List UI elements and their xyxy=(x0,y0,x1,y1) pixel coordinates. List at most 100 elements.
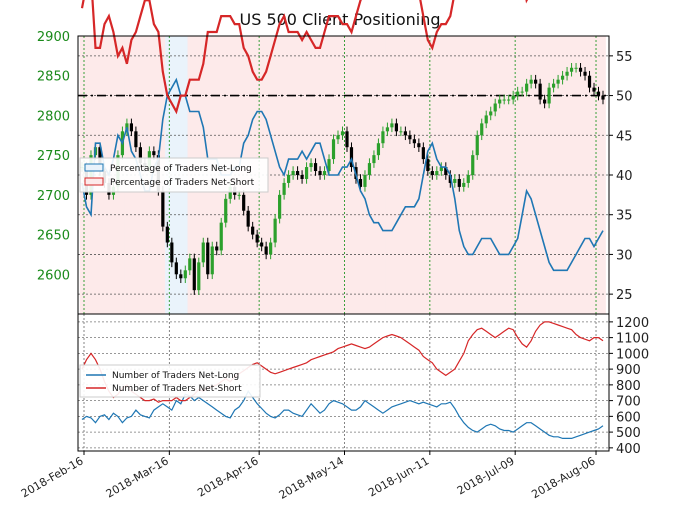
candle-114 xyxy=(592,82,596,97)
candle-body-26 xyxy=(197,262,201,291)
candle-12 xyxy=(134,126,138,152)
candle-body-103 xyxy=(543,99,547,104)
candle-43 xyxy=(273,213,277,248)
candle-body-36 xyxy=(242,194,246,211)
candle-46 xyxy=(287,170,291,188)
candle-11 xyxy=(129,118,134,137)
candle-body-101 xyxy=(534,79,538,84)
candle-body-94 xyxy=(502,99,506,101)
candle-body-43 xyxy=(273,218,277,243)
candle-body-113 xyxy=(587,75,592,88)
legend-swatch-net-short xyxy=(84,177,104,186)
right-tick-lower-0: 400 xyxy=(616,442,641,457)
candle-body-115 xyxy=(596,91,601,96)
candle-body-66 xyxy=(376,143,381,156)
candle-body-39 xyxy=(255,234,259,243)
candle-51 xyxy=(309,158,313,172)
x-tick-1: 2018-Mar-16 xyxy=(104,454,171,500)
right-tick-upper-5: 50 xyxy=(616,90,633,105)
region-88 xyxy=(474,36,481,314)
right-tick-upper-1: 30 xyxy=(616,248,633,263)
candle-105 xyxy=(551,78,556,93)
candle-body-79 xyxy=(435,171,439,175)
candle-58 xyxy=(340,126,345,141)
candle-body-49 xyxy=(300,175,304,179)
candle-95 xyxy=(507,94,511,105)
candle-body-111 xyxy=(578,67,583,72)
candle-70 xyxy=(394,118,398,137)
candle-60 xyxy=(349,142,354,172)
region-71 xyxy=(398,36,404,314)
candle-81 xyxy=(444,162,448,180)
candle-53 xyxy=(318,166,322,180)
candle-80 xyxy=(439,162,443,176)
region-69 xyxy=(389,36,395,314)
candle-body-30 xyxy=(215,246,219,251)
region-110 xyxy=(573,36,579,314)
candle-body-93 xyxy=(498,99,502,104)
candle-body-42 xyxy=(269,242,273,255)
candle-body-74 xyxy=(412,139,416,144)
candle-body-51 xyxy=(309,163,313,168)
candle-body-112 xyxy=(583,71,587,76)
candle-41 xyxy=(264,241,268,260)
candle-47 xyxy=(291,166,295,180)
candle-body-109 xyxy=(569,67,574,72)
net-short-line xyxy=(80,0,529,115)
legend-label-count-net-short: Number of Traders Net-Short xyxy=(112,384,242,394)
left-tick-2: 2700 xyxy=(37,189,70,204)
candle-101 xyxy=(534,74,538,89)
candle-body-70 xyxy=(394,123,398,132)
candle-37 xyxy=(246,205,250,232)
region-95 xyxy=(506,36,512,314)
candle-68 xyxy=(385,122,390,137)
candle-97 xyxy=(516,86,520,101)
candle-94 xyxy=(502,94,506,105)
candle-body-67 xyxy=(381,131,385,144)
candle-31 xyxy=(219,217,223,256)
upper-panel: 2600 2650 2700 2750 2800 2850 2900 25 30 35 40 45 5… xyxy=(37,0,633,315)
candle-29 xyxy=(210,241,214,280)
candle-32 xyxy=(224,194,228,228)
candle-body-78 xyxy=(430,171,434,175)
candle-body-33 xyxy=(228,186,232,199)
candle-body-13 xyxy=(138,147,142,164)
candle-44 xyxy=(278,190,282,224)
candle-73 xyxy=(408,130,412,145)
candle-body-46 xyxy=(287,175,291,183)
region-113 xyxy=(587,36,593,314)
candle-body-76 xyxy=(421,147,425,160)
region-72 xyxy=(403,36,409,314)
x-tick-4: 2018-Jun-11 xyxy=(366,454,431,499)
candle-body-99 xyxy=(525,83,529,92)
candle-38 xyxy=(251,221,255,240)
candle-body-38 xyxy=(251,226,255,235)
candle-body-77 xyxy=(426,159,430,172)
x-tick-0: 2018-Feb-16 xyxy=(19,454,86,500)
candle-49 xyxy=(300,170,304,184)
candle-body-90 xyxy=(484,115,488,124)
left-axis-ticks: 2600 2650 2700 2750 2800 2850 2900 xyxy=(37,30,70,283)
candle-body-60 xyxy=(349,147,354,168)
candle-body-56 xyxy=(331,139,336,160)
candle-42 xyxy=(269,237,273,260)
candle-body-102 xyxy=(538,83,542,100)
candle-body-88 xyxy=(475,135,479,156)
candle-body-32 xyxy=(224,198,228,223)
candle-body-92 xyxy=(493,103,497,112)
region-112 xyxy=(582,36,588,314)
legend-label-net-long: Percentage of Traders Net-Long xyxy=(110,164,252,174)
candle-45 xyxy=(282,178,286,200)
candle-body-23 xyxy=(183,270,187,279)
candle-body-110 xyxy=(574,67,578,69)
candle-54 xyxy=(322,166,327,180)
candle-body-21 xyxy=(174,262,178,275)
candle-83 xyxy=(453,174,457,188)
candle-65 xyxy=(372,150,376,168)
right-tick-lower-3: 700 xyxy=(616,395,641,410)
candle-30 xyxy=(215,241,219,256)
candle-39 xyxy=(255,229,259,248)
candle-body-29 xyxy=(210,246,214,275)
candle-body-75 xyxy=(417,143,421,148)
